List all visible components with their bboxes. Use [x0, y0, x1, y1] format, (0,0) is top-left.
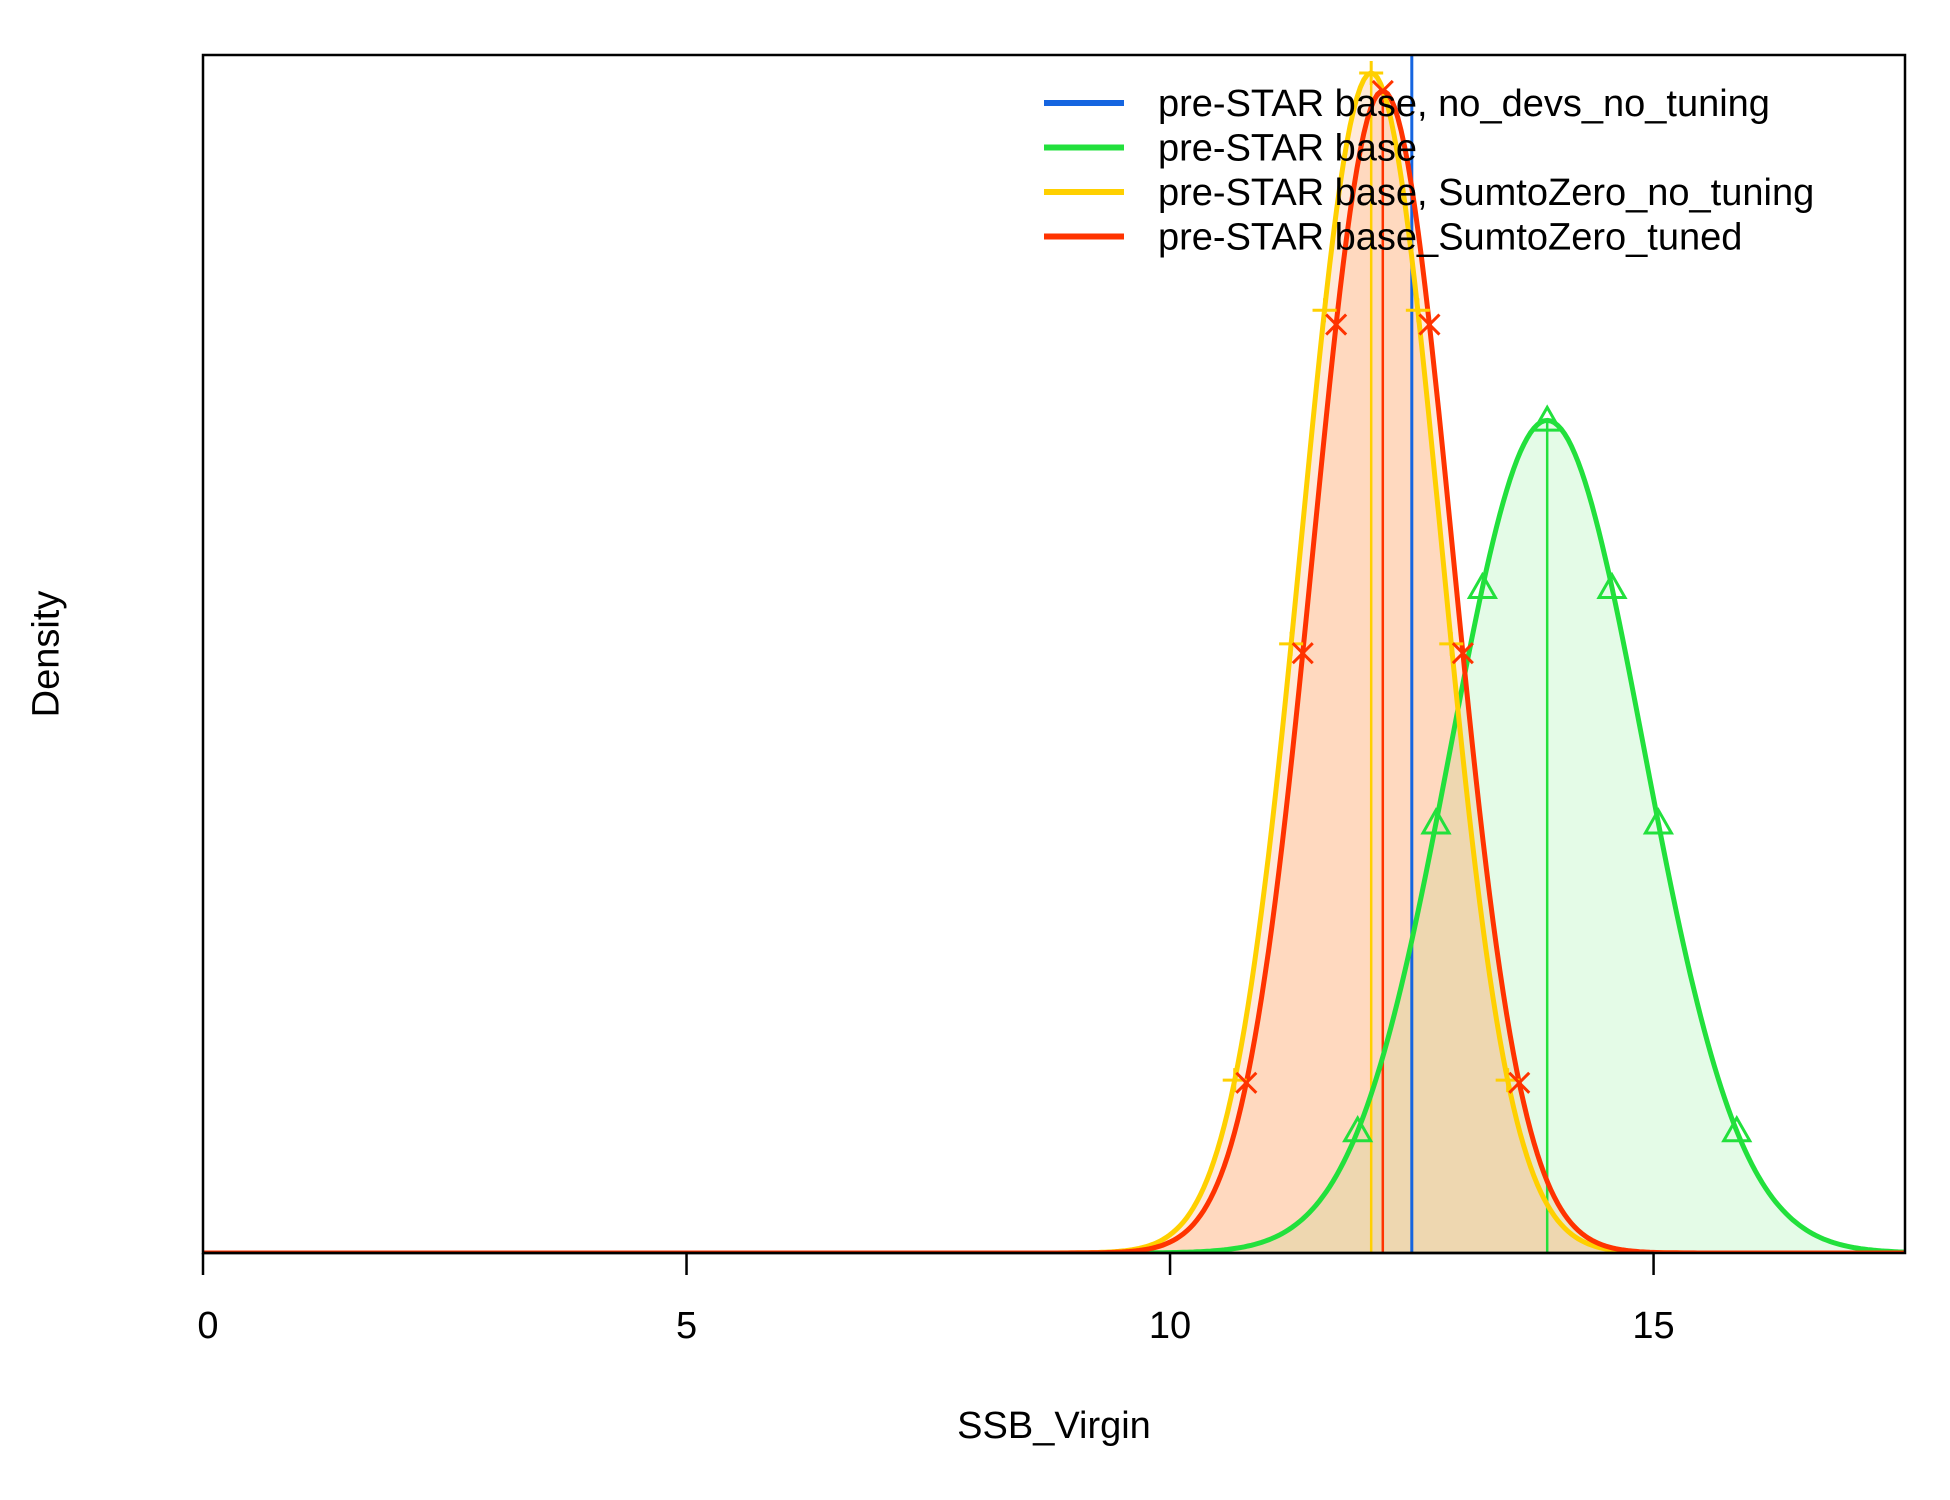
legend-label-2: pre-STAR base [1158, 128, 1417, 170]
density-fill-2 [203, 73, 1905, 1253]
x-axis-label: SSB_Virgin [957, 1405, 1151, 1447]
density-curve-1 [203, 417, 1905, 1253]
legend-label-4: pre-STAR base_SumtoZero_tuned [1158, 217, 1742, 259]
x-tick-label-0: 0 [197, 1305, 218, 1347]
marker-2-2 [1279, 631, 1304, 656]
density-curves [203, 70, 1905, 1253]
density-fills [203, 73, 1905, 1253]
density-curve-3 [203, 88, 1905, 1253]
marker-1-4 [1531, 404, 1563, 432]
marker-2-4 [1359, 60, 1384, 85]
x-tick-label-10: 10 [1149, 1305, 1191, 1347]
marker-2-3 [1312, 298, 1337, 323]
quantile-markers [1222, 60, 1753, 1143]
marker-2-6 [1439, 631, 1464, 656]
marker-3-7 [1508, 1071, 1531, 1094]
marker-3-1 [1235, 1071, 1258, 1094]
marker-3-2 [1291, 642, 1314, 665]
y-axis-label: Density [25, 591, 67, 718]
density-fill-1 [203, 420, 1905, 1253]
marker-1-7 [1721, 1115, 1753, 1143]
marker-2-5 [1405, 298, 1430, 323]
density-fill-3 [203, 91, 1905, 1253]
marker-1-1 [1342, 1115, 1374, 1143]
x-tick-label-5: 5 [676, 1305, 697, 1347]
marker-1-2 [1420, 807, 1452, 835]
axes: 0 5 10 15 [197, 53, 1907, 1347]
marker-3-4 [1371, 79, 1394, 103]
marker-1-5 [1596, 571, 1628, 600]
legend-label-1: pre-STAR base, no_devs_no_tuning [1158, 83, 1770, 125]
marker-1-3 [1466, 571, 1498, 600]
x-tick-label-15: 15 [1632, 1305, 1674, 1347]
legend: pre-STAR base, no_devs_no_tuningpre-STAR… [1044, 83, 1814, 259]
marker-3-5 [1418, 313, 1441, 336]
marker-3-3 [1325, 313, 1348, 336]
marker-3-6 [1451, 642, 1474, 665]
legend-label-3: pre-STAR base, SumtoZero_no_tuning [1158, 172, 1814, 214]
marker-1-6 [1642, 807, 1674, 835]
